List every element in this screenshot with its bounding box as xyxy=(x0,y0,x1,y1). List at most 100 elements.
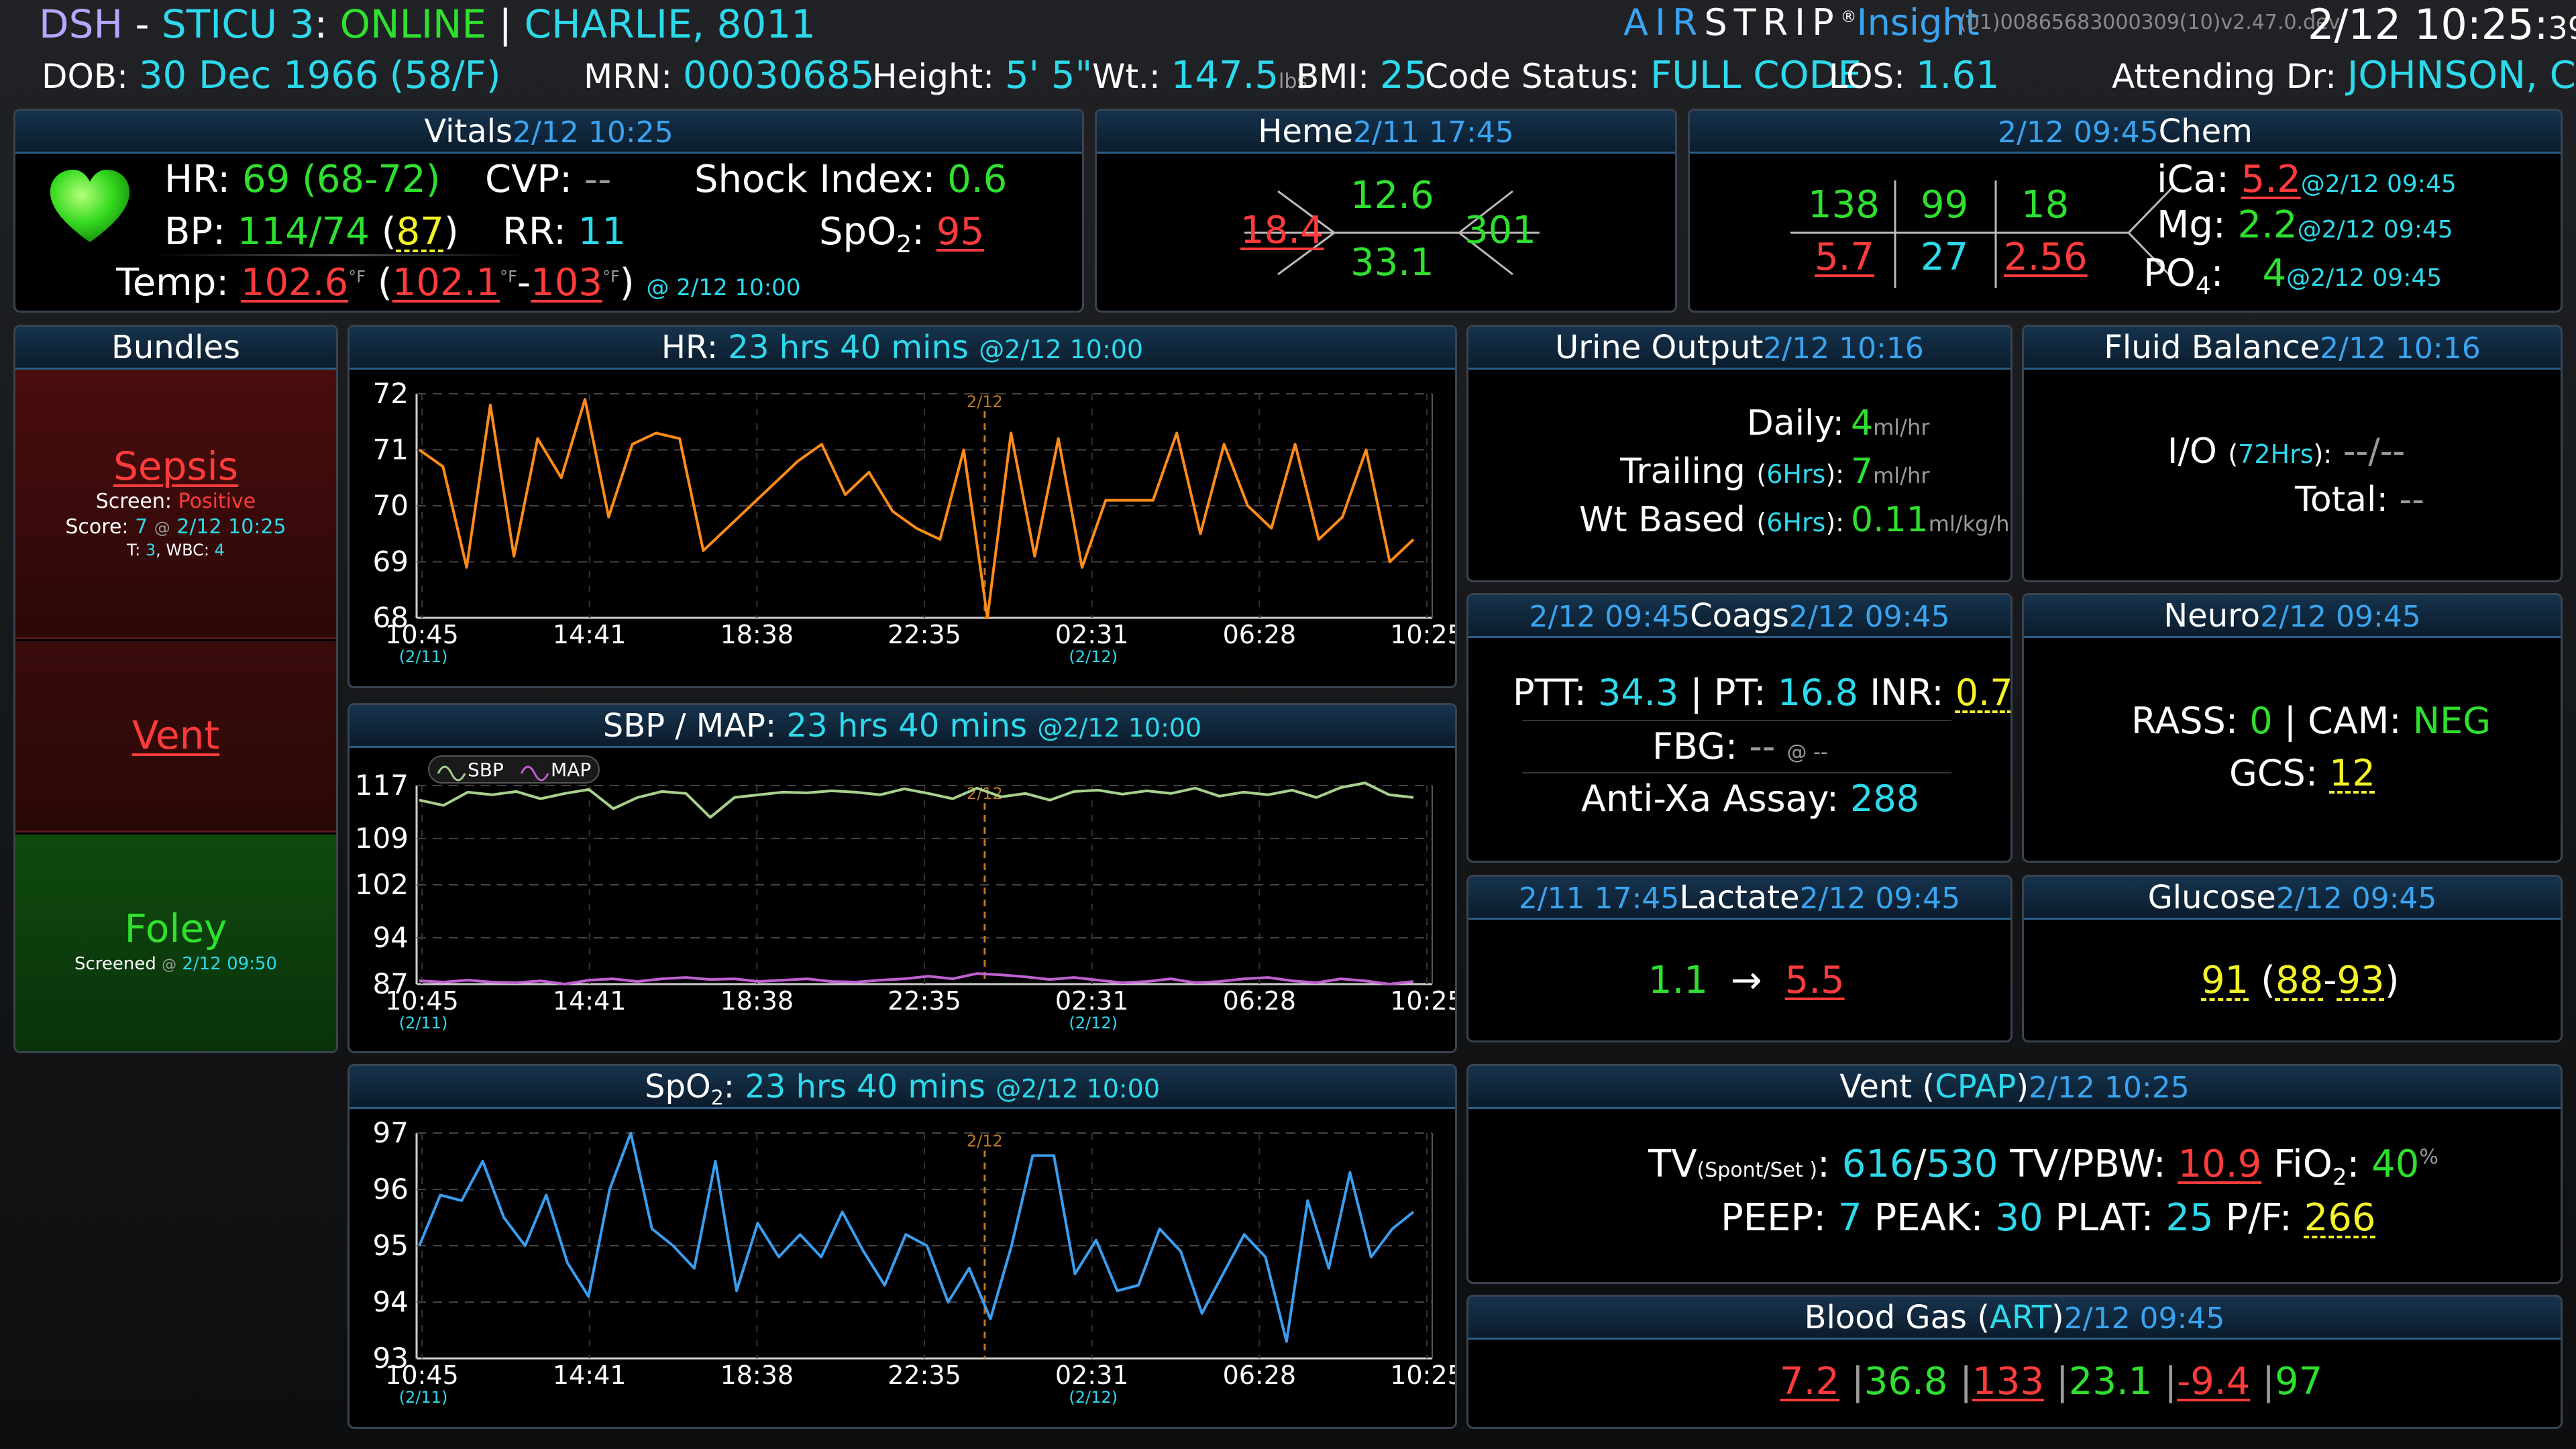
fluid-balance-panel: Fluid Balance2/12 10:16 I/O (72Hrs): --/… xyxy=(2022,325,2563,582)
rr-readout: RR: 11 xyxy=(502,210,627,254)
neuro-panel: Neuro2/12 09:45 RASS: 0 | CAM: NEG GCS: … xyxy=(2022,593,2563,863)
gcs-readout: GCS: 12 xyxy=(2229,752,2375,794)
foley-bundle[interactable]: Foley Screened @ 2/12 09:50 xyxy=(15,835,336,1051)
y-tick-label: 117 xyxy=(355,769,409,802)
los: LOS: 1.61 xyxy=(1829,54,2000,97)
co2-value: 27 xyxy=(1921,235,1969,279)
anti-xa-readout: Anti-Xa Assay: 288 xyxy=(1581,777,1920,820)
y-tick-label: 94 xyxy=(373,921,409,954)
potassium-value: 5.7 xyxy=(1815,235,1875,279)
spo2-readout: SpO2: 95 xyxy=(819,210,985,259)
fbg-readout: FBG: -- @ -- xyxy=(1652,725,1828,767)
series-line xyxy=(418,398,1415,619)
lactate-trend: 1.1 → 5.5 xyxy=(1648,959,1845,1002)
sodium-value: 138 xyxy=(1808,183,1880,227)
sbp-legend-swatch xyxy=(437,765,466,782)
hgb-value: 12.6 xyxy=(1350,174,1434,217)
x-tick-label: 10:45 xyxy=(385,1360,459,1390)
sao2-value: 97 xyxy=(2275,1360,2323,1403)
hr-chart-title: HR: 23 hrs 40 mins @2/12 10:00 xyxy=(350,327,1455,370)
y-tick-label: 72 xyxy=(373,377,409,410)
glucose-title: Glucose2/12 09:45 xyxy=(2024,877,2561,920)
chem-fishbone xyxy=(1790,180,2174,288)
ph-value: 7.2 xyxy=(1780,1360,1840,1403)
po2-value: 133 xyxy=(1972,1360,2045,1403)
x-tick-label: 02:31 xyxy=(1055,620,1129,649)
bmi: BMI: 25 xyxy=(1296,54,1428,97)
patient-name: CHARLIE, 8011 xyxy=(524,1,816,47)
vitals-title: Vitals2/12 10:25 xyxy=(15,111,1082,154)
blood-gas-title: Blood Gas (ART)2/12 09:45 xyxy=(1468,1297,2561,1340)
bp-chart-title: SBP / MAP: 23 hrs 40 mins @2/12 10:00 xyxy=(350,705,1455,748)
sepsis-title[interactable]: Sepsis xyxy=(113,443,238,489)
coags-panel: 2/12 09:45Coags2/12 09:45 PTT: 34.3 | PT… xyxy=(1466,593,2012,863)
sepsis-bundle[interactable]: Sepsis Screen: Positive Score: 7 @ 2/12 … xyxy=(15,370,336,639)
x-tick-label: 10:25 xyxy=(1390,620,1455,649)
bundles-panel: Bundles Sepsis Screen: Positive Score: 7… xyxy=(13,325,338,1053)
map-legend-swatch xyxy=(520,765,549,782)
spo2-chart-title: SpO2: 23 hrs 40 mins @2/12 10:00 xyxy=(350,1066,1455,1110)
airstrip-logo: AIRSTRIP®Insight xyxy=(1623,1,1980,44)
y-tick-label: 95 xyxy=(373,1229,409,1262)
lactate-panel: 2/11 17:45Lactate2/12 09:45 1.1 → 5.5 xyxy=(1466,875,2012,1042)
y-tick-label: 93 xyxy=(373,1342,409,1375)
heme-panel: Heme2/11 17:45 18.4 12.6 33.1 301 xyxy=(1095,109,1677,313)
y-tick-label: 102 xyxy=(355,868,409,901)
vent-title: Vent (CPAP)2/12 10:25 xyxy=(1468,1066,2561,1109)
x-tick-label: 18:38 xyxy=(720,1360,794,1390)
patient-header: DSH - STICU 3: ONLINE | CHARLIE, 8011 AI… xyxy=(0,0,2576,104)
coag-divider xyxy=(1522,720,1951,721)
urine-title: Urine Output2/12 10:16 xyxy=(1468,327,2010,370)
x-tick-label: 22:35 xyxy=(888,620,961,649)
patient-banner: DSH - STICU 3: ONLINE | CHARLIE, 8011 xyxy=(39,1,816,47)
rass-cam-readout: RASS: 0 | CAM: NEG xyxy=(2131,700,2491,742)
chem-title: 2/12 09:45Chem xyxy=(1690,111,2561,154)
unit-label: DSH xyxy=(39,1,123,47)
foley-title[interactable]: Foley xyxy=(124,906,227,951)
vitals-panel: Vitals2/12 10:25 HR: 69 (68-72) CVP: -- … xyxy=(13,109,1084,313)
po4-readout: PO4: 4@2/12 09:45 xyxy=(2143,252,2443,301)
x-tick-label: 14:41 xyxy=(553,620,627,649)
bp-chart-panel: SBP / MAP: 23 hrs 40 mins @2/12 10:00 11… xyxy=(347,703,1457,1053)
blood-gas-values: 7.2 |36.8 |133 |23.1 |-9.4 |97 xyxy=(1780,1360,2323,1403)
y-tick-label: 87 xyxy=(373,967,409,1000)
vent-bundle[interactable]: Vent xyxy=(15,641,336,833)
sbp-line xyxy=(419,782,1414,819)
glucose-readout: 91 (88-93) xyxy=(2201,959,2400,1002)
y-tick-label: 71 xyxy=(373,433,409,466)
dob-value: 30 Dec 1966 xyxy=(138,54,379,97)
age-sex: 58/F xyxy=(404,54,486,97)
vent-bundle-title[interactable]: Vent xyxy=(131,712,220,758)
attending: Attending Dr: JOHNSON, C. xyxy=(2112,54,2576,97)
bundles-title: Bundles xyxy=(15,327,336,370)
mg-readout: Mg: 2.2@2/12 09:45 xyxy=(2157,203,2453,247)
urine-daily: Daily: xyxy=(1746,403,1844,443)
base-excess-value: -9.4 xyxy=(2177,1360,2251,1403)
x-tick-label: 10:25 xyxy=(1390,1360,1455,1390)
hr-readout: HR: 69 (68-72) xyxy=(164,158,441,201)
day-marker-label: 2/12 xyxy=(967,1132,1003,1150)
urine-output-panel: Urine Output2/12 10:16 Daily: 4ml/hr Tra… xyxy=(1466,325,2012,582)
sepsis-screen: Screen: Positive xyxy=(95,490,256,513)
y-tick-label: 97 xyxy=(373,1116,409,1149)
heme-fishbone xyxy=(1244,190,1540,276)
shock-index-readout: Shock Index: 0.6 xyxy=(694,158,1008,201)
x-tick-label: 14:41 xyxy=(553,986,627,1016)
x-tick-label: 02:31 xyxy=(1055,986,1129,1016)
chem-panel: 2/12 09:45Chem 138 99 18 5.7 27 2.56 iCa… xyxy=(1688,109,2563,313)
foley-screened: Screened @ 2/12 09:50 xyxy=(74,954,277,974)
plt-value: 301 xyxy=(1464,209,1536,252)
sepsis-criteria: T: 3, WBC: 4 xyxy=(127,541,225,559)
x-tick-label: 22:35 xyxy=(888,1360,961,1390)
x-tick-label: 10:45 xyxy=(385,620,459,649)
x-tick-label: 10:25 xyxy=(1390,986,1455,1016)
ica-readout: iCa: 5.2@2/12 09:45 xyxy=(2157,158,2457,201)
x-subtick-label: (2/11) xyxy=(399,1014,448,1032)
chloride-value: 99 xyxy=(1921,183,1969,227)
bp-readout: BP: 114/74 (87) xyxy=(164,210,459,254)
weight: Wt.: 147.5lbs xyxy=(1092,54,1308,97)
y-tick-label: 69 xyxy=(373,545,409,578)
pco2-value: 36.8 xyxy=(1864,1360,1948,1403)
x-tick-label: 14:41 xyxy=(553,1360,627,1390)
